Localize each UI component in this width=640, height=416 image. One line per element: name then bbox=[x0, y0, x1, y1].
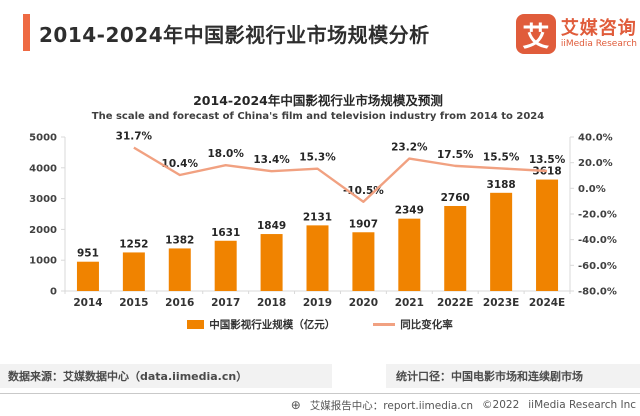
legend-bar-swatch bbox=[187, 320, 205, 329]
x-axis-label: 2021 bbox=[395, 297, 424, 309]
line-point-label: 15.3% bbox=[299, 152, 336, 164]
bar bbox=[444, 205, 467, 291]
bar bbox=[398, 218, 421, 291]
bar-value-label: 1849 bbox=[257, 220, 286, 232]
bar bbox=[168, 248, 191, 291]
bar-value-label: 2131 bbox=[303, 211, 332, 223]
x-axis-label: 2023E bbox=[483, 297, 519, 309]
left-axis-tick-label: 2000 bbox=[29, 225, 57, 236]
bar bbox=[306, 225, 329, 291]
bar-value-label: 1252 bbox=[119, 238, 148, 250]
bar bbox=[352, 232, 375, 291]
x-axis-label: 2017 bbox=[211, 297, 240, 309]
right-axis-tick-label: 40.0% bbox=[578, 133, 613, 144]
bar-value-label: 2349 bbox=[395, 205, 424, 217]
legend-label: 同比变化率 bbox=[400, 319, 453, 331]
x-axis-label: 2016 bbox=[165, 297, 194, 309]
bar bbox=[490, 192, 513, 291]
globe-icon: ⊕ bbox=[290, 398, 301, 412]
x-axis-label: 2015 bbox=[119, 297, 148, 309]
title-accent-bar bbox=[23, 14, 30, 51]
x-axis-label: 2019 bbox=[303, 297, 332, 309]
left-axis-tick-label: 4000 bbox=[29, 163, 57, 174]
report-header: 2014-2024年中国影视行业市场规模分析 艾 艾媒咨询 iiMedia Re… bbox=[0, 0, 640, 70]
report-footer: ⊕ 艾媒报告中心：report.iimedia.cn ©2022 iiMedia… bbox=[0, 396, 636, 414]
left-axis-tick-label: 5000 bbox=[29, 133, 57, 144]
bar-value-label: 3188 bbox=[487, 179, 516, 191]
line-point-label: 15.5% bbox=[483, 151, 520, 163]
right-axis-tick-label: -60.0% bbox=[578, 261, 617, 272]
bar-value-label: 2760 bbox=[441, 192, 470, 204]
line-point-label: 18.0% bbox=[207, 148, 244, 160]
chart-title: 2014-2024年中国影视行业市场规模及预测 bbox=[193, 93, 443, 108]
logo-badge-icon: 艾 bbox=[515, 14, 556, 54]
chart-plot: 0 1000 2000 3000 4000 5000 40.0% 20.0% 0.0% -20.0… bbox=[29, 131, 617, 309]
bar-value-label: 1382 bbox=[165, 234, 194, 246]
data-source-label: 数据来源：艾媒数据中心（data.iimedia.cn） bbox=[0, 364, 332, 388]
logo-name-en: iiMedia Research bbox=[560, 38, 637, 49]
line-point-label: 13.5% bbox=[529, 154, 566, 166]
bar bbox=[214, 240, 237, 291]
x-axis-label: 2014 bbox=[73, 297, 102, 309]
x-axis-label: 2022E bbox=[437, 297, 473, 309]
bar-value-label: 3618 bbox=[532, 166, 561, 178]
x-axis-label: 2024E bbox=[529, 297, 565, 309]
footer-divider bbox=[0, 393, 640, 394]
legend-item: 中国影视行业规模（亿元） bbox=[187, 317, 335, 332]
line-point-label: 17.5% bbox=[437, 149, 474, 161]
line-point-label: 31.7% bbox=[116, 131, 153, 143]
growth-rate-line bbox=[133, 146, 548, 204]
logo-name-cn: 艾媒咨询 bbox=[560, 17, 637, 39]
bar bbox=[76, 261, 99, 291]
report-center-link[interactable]: 艾媒报告中心：report.iimedia.cn bbox=[309, 399, 474, 412]
left-axis-tick-label: 0 bbox=[50, 287, 57, 298]
right-axis-tick-label: -40.0% bbox=[578, 235, 617, 246]
right-axis-tick-label: 20.0% bbox=[578, 158, 613, 169]
line-point-label: 13.4% bbox=[253, 154, 290, 166]
line-point-label: 23.2% bbox=[391, 142, 428, 154]
line-point-label: 10.4% bbox=[162, 158, 199, 170]
legend-item: 同比变化率 bbox=[373, 317, 453, 332]
bar-value-label: 951 bbox=[77, 248, 99, 260]
right-axis-tick-label: 0.0% bbox=[578, 184, 606, 195]
legend-line-swatch bbox=[373, 323, 396, 326]
x-axis-label: 2020 bbox=[349, 297, 378, 309]
page-title: 2014-2024年中国影视行业市场规模分析 bbox=[39, 23, 430, 47]
logo-names: 艾媒咨询 iiMedia Research bbox=[560, 17, 637, 50]
bar bbox=[122, 252, 145, 291]
copyright-text: ©2022 bbox=[482, 399, 520, 411]
chart-subtitle: The scale and forecast of China's film a… bbox=[91, 111, 545, 122]
left-axis-tick-label: 3000 bbox=[29, 194, 57, 205]
bar bbox=[536, 179, 559, 291]
x-axis-label: 2018 bbox=[257, 297, 286, 309]
company-name: iiMedia Research Inc bbox=[528, 399, 636, 411]
bar-value-label: 1907 bbox=[349, 218, 378, 230]
bar-value-label: 1631 bbox=[211, 227, 240, 239]
right-axis-tick-label: -80.0% bbox=[578, 287, 617, 298]
legend-label: 中国影视行业规模（亿元） bbox=[209, 319, 336, 331]
statistic-scope-label: 统计口径：中国电影市场和连续剧市场 bbox=[386, 364, 640, 388]
bar bbox=[260, 234, 283, 291]
iimedia-logo: 艾 艾媒咨询 iiMedia Research bbox=[515, 14, 637, 54]
left-axis-tick-label: 1000 bbox=[29, 256, 57, 267]
right-axis-tick-label: -20.0% bbox=[578, 210, 617, 221]
chart-legend: 中国影视行业规模（亿元） 同比变化率 bbox=[0, 317, 640, 332]
